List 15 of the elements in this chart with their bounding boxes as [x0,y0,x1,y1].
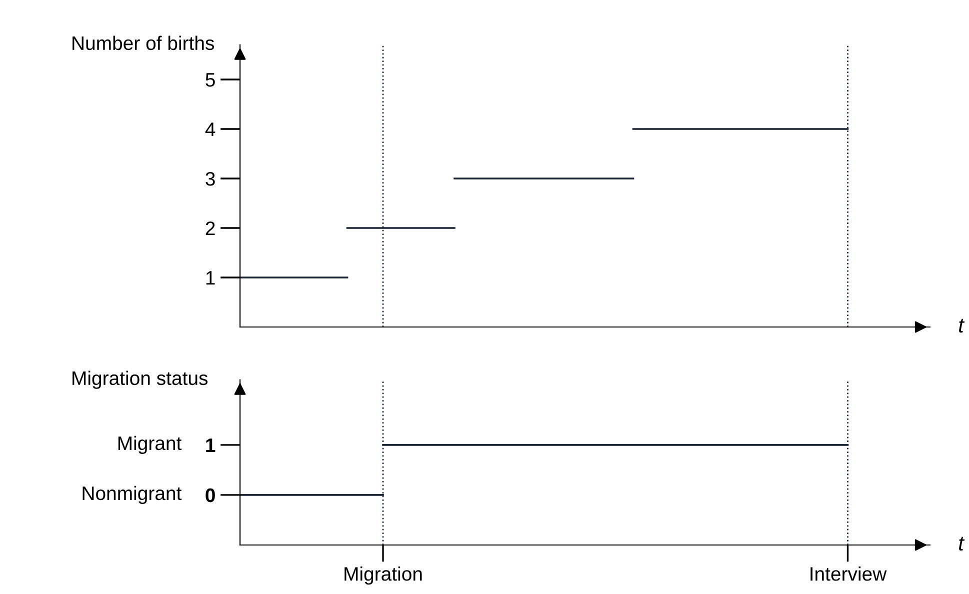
y-tick-label: 5 [206,73,215,87]
y-axis-title: Migration status [72,370,208,389]
y-tick-label: 1 [206,271,215,285]
x-axis-title: t [959,318,965,333]
y-tick-label: 4 [205,122,216,136]
x-tick-label: Migration [344,566,422,585]
y-axis-title: Number of births [72,36,214,50]
text: Migrant [118,436,182,454]
y-tick-label: 0 [206,488,215,502]
x-axis-title: t [959,536,965,551]
y-tick-label: 3 [206,172,215,186]
x-tick-label: Interview [810,566,887,581]
y-tick-label: 1 [206,438,216,452]
y-tick-label: 2 [206,221,215,236]
text: Nonmigrant [82,486,182,504]
